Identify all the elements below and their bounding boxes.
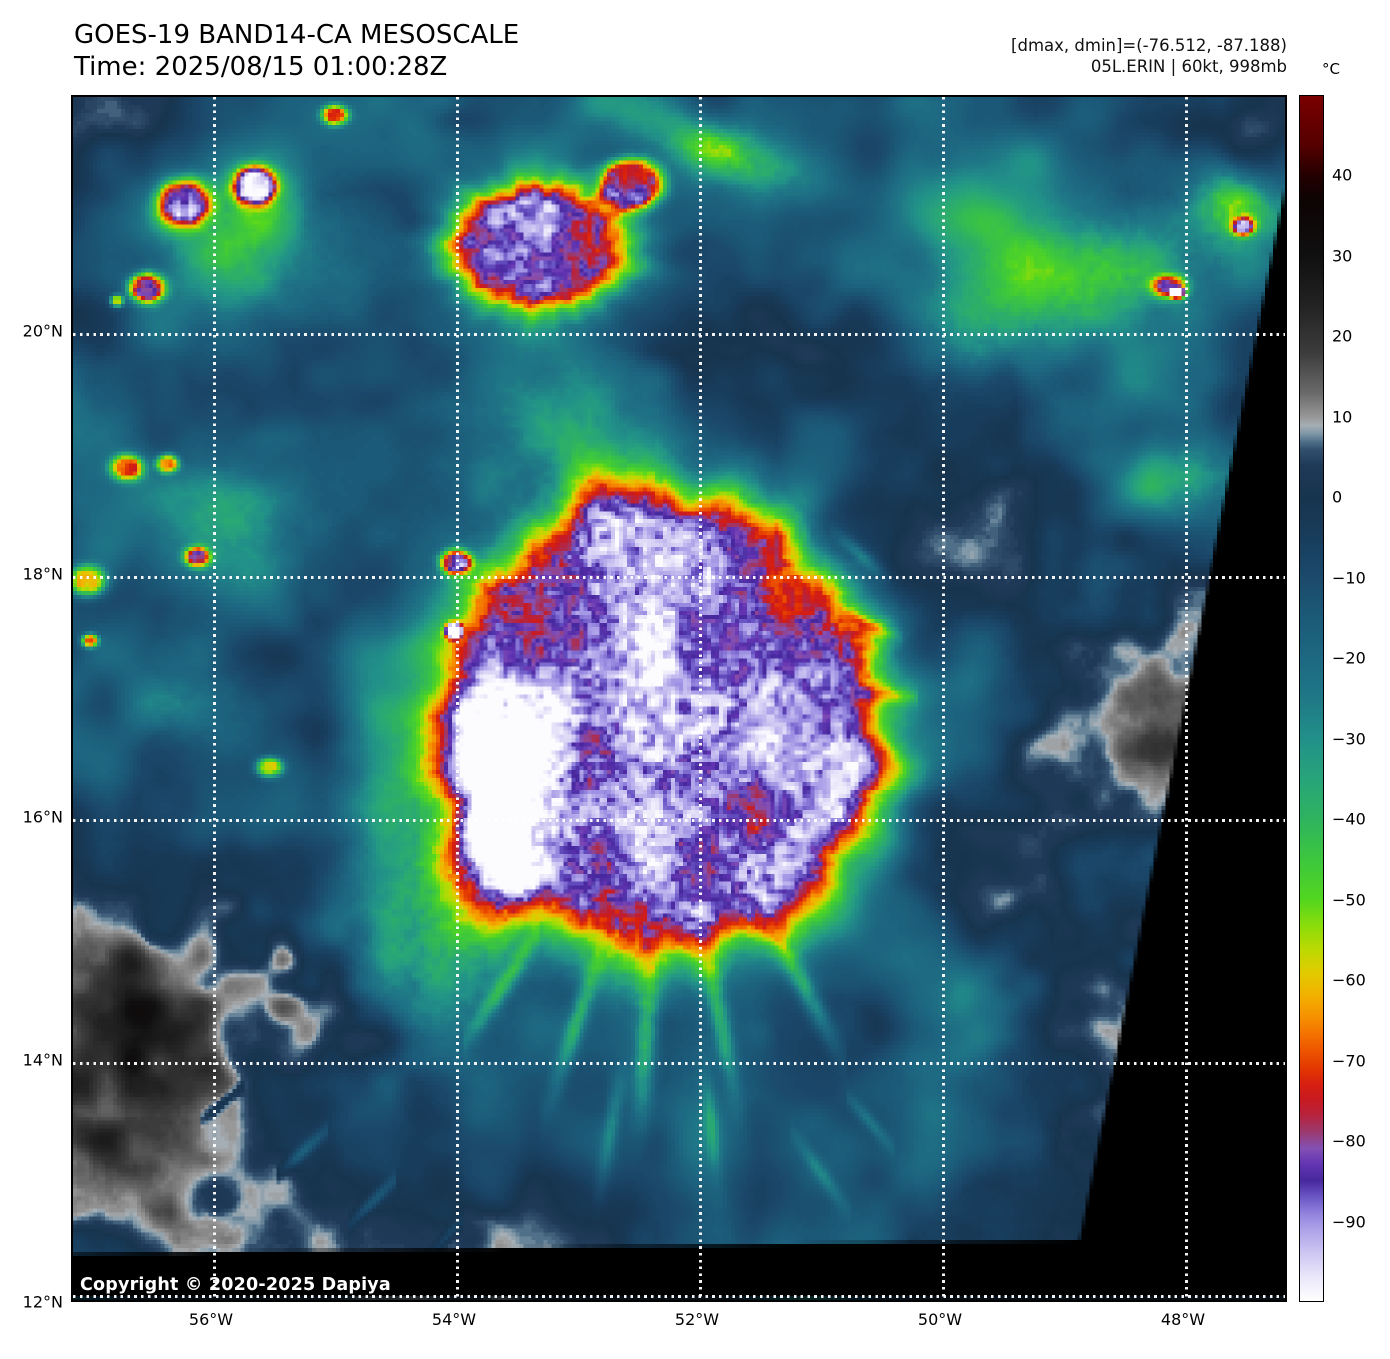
annotation-dmax-dmin: [dmax, dmin]=(-76.512, -87.188): [1011, 36, 1287, 55]
gridline-lat-14: [73, 1062, 1285, 1065]
gridline-lat-12: [73, 1295, 1285, 1298]
colorbar-tick--80: −80: [1332, 1131, 1366, 1151]
colorbar-tick-40: 40: [1332, 165, 1353, 185]
colorbar-tick-10: 10: [1332, 407, 1353, 427]
gridline-lat-20: [73, 333, 1285, 336]
lon-tick-label-54: 54°W: [431, 1310, 477, 1329]
lat-tick-label-18: 18°N: [22, 564, 63, 584]
gridline-lat-18: [73, 576, 1285, 579]
gridline-lon-56: [213, 97, 216, 1300]
colorbar-tick--50: −50: [1332, 890, 1366, 910]
gridline-lon-50: [942, 97, 945, 1300]
colorbar-tick-0: 0: [1332, 487, 1343, 507]
colorbar-tick--60: −60: [1332, 970, 1366, 990]
colorbar-tick--90: −90: [1332, 1212, 1366, 1232]
colorbar-tick-20: 20: [1332, 326, 1353, 346]
lat-tick-label-14: 14°N: [22, 1050, 63, 1070]
lon-tick-label-50: 50°W: [917, 1310, 963, 1329]
colorbar-tick--30: −30: [1332, 729, 1366, 749]
annotation-storm-info: 05L.ERIN | 60kt, 998mb: [1090, 57, 1287, 76]
lon-tick-label-52: 52°W: [674, 1310, 720, 1329]
page-title: GOES-19 BAND14-CA MESOSCALE: [74, 20, 520, 50]
lat-tick-label-16: 16°N: [22, 807, 63, 827]
copyright-watermark: Copyright © 2020-2025 Dapiya: [80, 1275, 391, 1295]
colorbar-tick--20: −20: [1332, 648, 1366, 668]
colorbar: [1299, 95, 1324, 1302]
lat-tick-label-12: 12°N: [22, 1292, 63, 1312]
gridline-lon-48: [1185, 97, 1188, 1300]
satellite-map-plot: Copyright © 2020-2025 Dapiya: [71, 95, 1287, 1302]
lon-tick-label-48: 48°W: [1160, 1310, 1206, 1329]
gridline-lon-54: [456, 97, 459, 1300]
colorbar-tick--70: −70: [1332, 1051, 1366, 1071]
satellite-imagery-canvas: [73, 97, 1285, 1300]
page-subtitle-time: Time: 2025/08/15 01:00:28Z: [74, 52, 448, 82]
colorbar-unit-label: °C: [1322, 60, 1340, 78]
gridline-lat-16: [73, 819, 1285, 822]
gridline-lon-52: [699, 97, 702, 1300]
lon-tick-label-56: 56°W: [188, 1310, 234, 1329]
colorbar-tick-30: 30: [1332, 246, 1353, 266]
colorbar-tick--10: −10: [1332, 568, 1366, 588]
lat-tick-label-20: 20°N: [22, 321, 63, 341]
colorbar-tick--40: −40: [1332, 809, 1366, 829]
